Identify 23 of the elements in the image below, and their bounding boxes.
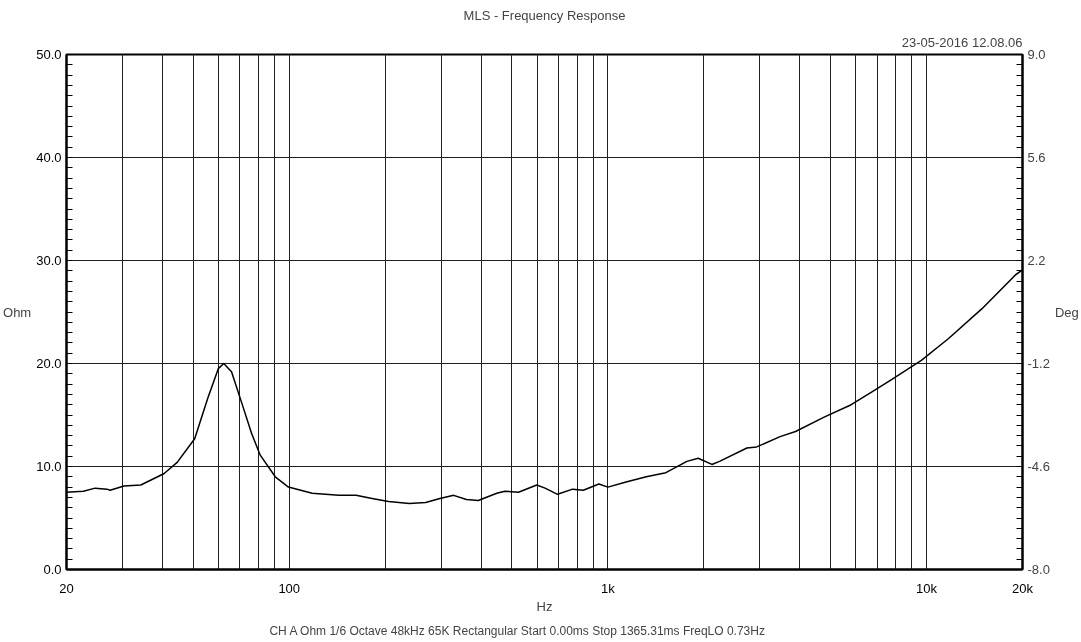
y-tick-label: 50.0	[36, 47, 62, 62]
y-tick-label: 30.0	[36, 253, 62, 268]
x-tick-label: 20	[59, 580, 74, 596]
x-tick-label: 100	[278, 580, 301, 596]
y2-tick-label: 9.0	[1027, 47, 1046, 62]
y2-tick-label: -1.2	[1027, 356, 1050, 371]
y2-tick-label: -4.6	[1027, 459, 1050, 474]
x-tick-label: 1k	[601, 580, 616, 596]
text: CH A Ohm 1/6 Octave 48kHz 65K Rectangular Start 0.00ms Stop 1365.31ms FreqLO 0.73Hz	[269, 623, 765, 638]
x-tick-label: 20k	[1012, 580, 1034, 596]
x-axis-title: Hz	[536, 598, 553, 614]
y-tick-label: 0.0	[43, 562, 62, 577]
y2-tick-label: 5.6	[1027, 150, 1046, 165]
y2-tick-label: 2.2	[1027, 253, 1046, 268]
y-tick-label: 40.0	[36, 150, 62, 165]
chart-title: MLS - Frequency Response	[463, 7, 626, 23]
y-axis-title: Ohm	[3, 304, 32, 320]
x-tick-label: 10k	[916, 580, 938, 596]
y2-axis-title: Deg	[1054, 304, 1079, 320]
y-tick-label: 20.0	[36, 356, 62, 371]
y-tick-label: 10.0	[36, 459, 62, 474]
y2-tick-label: -8.0	[1027, 562, 1050, 577]
text: 23-05-2016 12.08.06	[901, 34, 1023, 50]
